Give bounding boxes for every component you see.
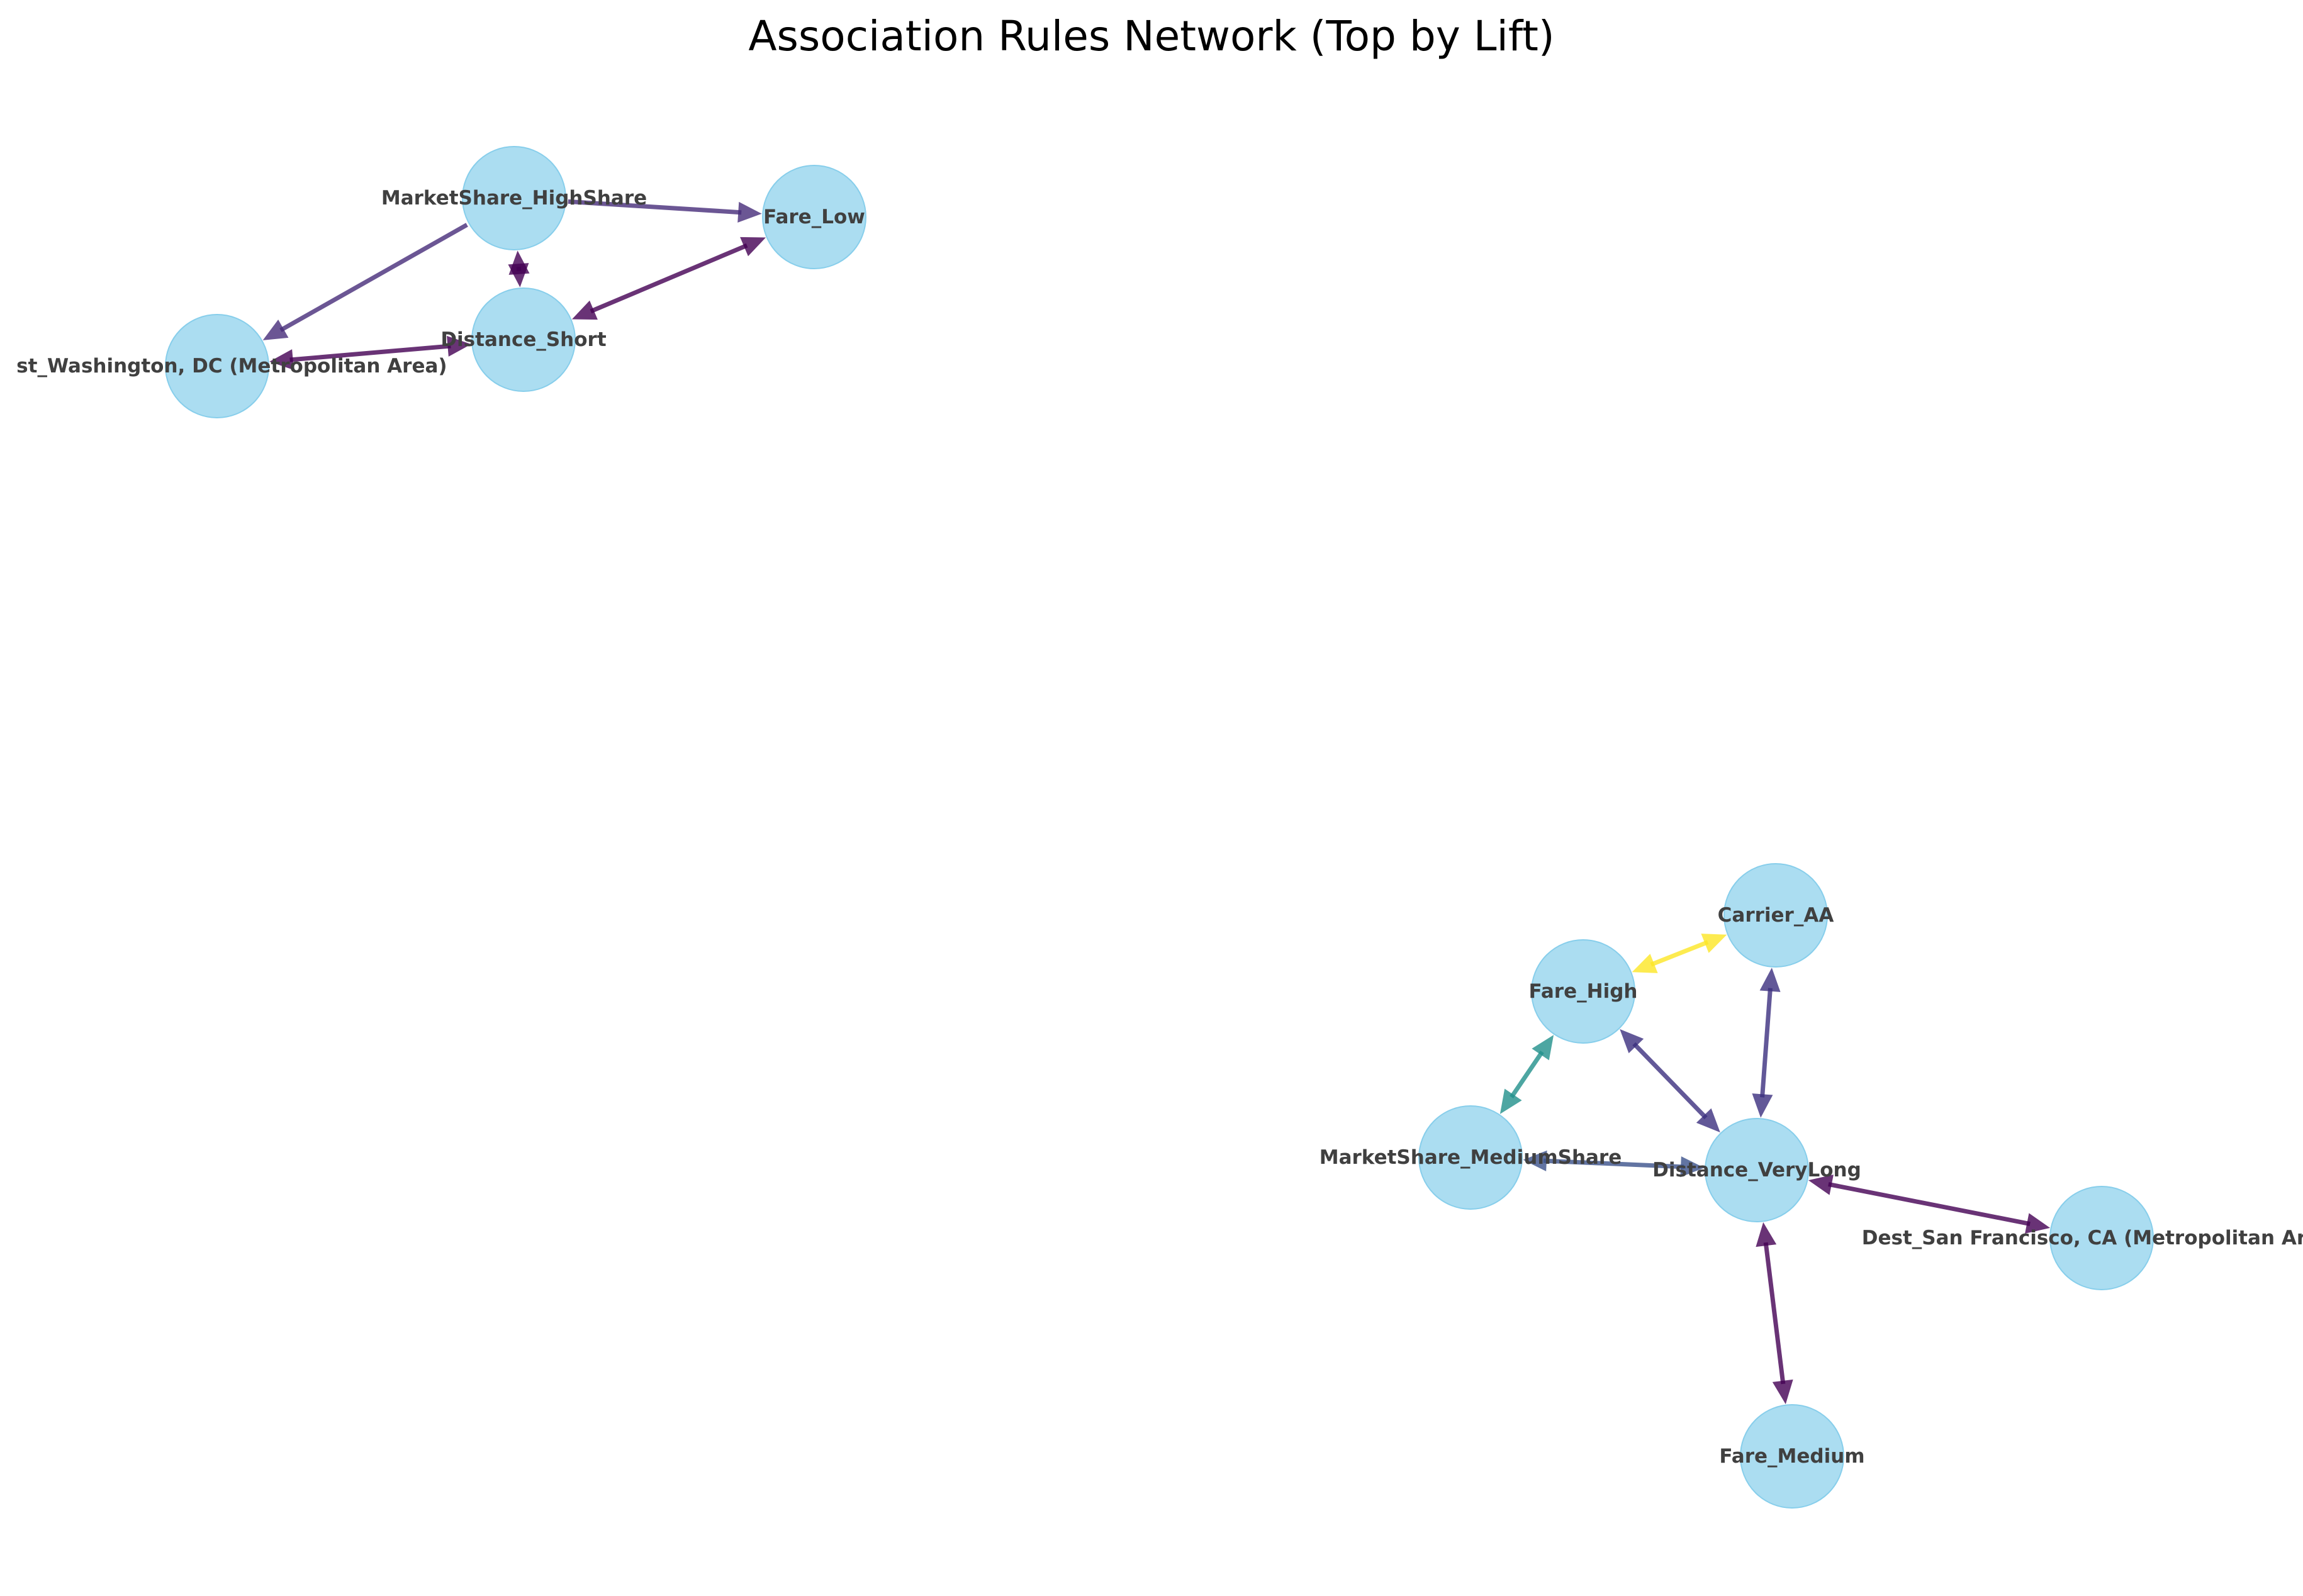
edge-distance-verylong-to-dest-sanfrancisco bbox=[1808, 1175, 2051, 1234]
edge-arrowhead-source bbox=[571, 300, 598, 320]
edge-line bbox=[1632, 1042, 1708, 1120]
node-marketshare-mediumshare bbox=[1418, 1105, 1523, 1210]
edge-arrowhead-target bbox=[740, 237, 766, 257]
edge-marketshare-highshare-to-fare-low bbox=[568, 199, 762, 223]
edge-line bbox=[1763, 1242, 1786, 1385]
edge-arrowhead-target bbox=[1752, 1093, 1773, 1118]
node-label-distance-verylong: Distance_VeryLong bbox=[1652, 1159, 1861, 1181]
edge-arrowhead-source bbox=[1759, 968, 1781, 992]
node-label-carrier-aa: Carrier_AA bbox=[1718, 904, 1834, 927]
edge-distance-short-to-fare-low bbox=[571, 237, 766, 320]
edge-line bbox=[1760, 988, 1773, 1098]
edge-fare-high-to-distance-verylong bbox=[1620, 1029, 1720, 1133]
edge-line bbox=[1650, 940, 1709, 967]
edge-line bbox=[1543, 1158, 1684, 1169]
edge-arrowhead-target bbox=[269, 349, 294, 371]
edge-line bbox=[1828, 1181, 2031, 1227]
node-fare-low bbox=[762, 165, 866, 269]
node-dest-washington bbox=[165, 314, 269, 418]
edge-line bbox=[1510, 1051, 1544, 1098]
edge-arrowhead-source bbox=[1620, 1029, 1644, 1054]
node-label-marketshare-mediumshare: MarketShare_MediumShare bbox=[1320, 1146, 1622, 1169]
edge-arrowhead-target bbox=[1680, 1156, 1705, 1178]
edge-line bbox=[590, 243, 748, 314]
edge-arrowhead-target bbox=[262, 320, 289, 340]
edge-line bbox=[568, 199, 742, 215]
node-label-fare-medium: Fare_Medium bbox=[1719, 1445, 1864, 1468]
node-distance-verylong bbox=[1705, 1118, 1809, 1222]
node-label-distance-short: Distance_Short bbox=[440, 328, 606, 351]
edge-marketshare-highshare-to-dest-washington bbox=[262, 223, 468, 340]
edge-marketshare-highshare-to-distance-short bbox=[508, 250, 530, 287]
edges-layer bbox=[262, 199, 2051, 1405]
edge-arrowhead-target bbox=[1701, 934, 1727, 953]
edge-arrowhead-source bbox=[447, 335, 471, 357]
edge-arrowhead-target bbox=[737, 201, 762, 223]
node-fare-high bbox=[1531, 939, 1635, 1044]
labels-layer: MarketShare_HighShare Fare_Low Distance_Sh… bbox=[0, 187, 2303, 1468]
node-distance-short bbox=[471, 287, 576, 392]
node-dest-sanfrancisco bbox=[2049, 1186, 2154, 1290]
edge-distance-short-to-dest-washington bbox=[269, 335, 471, 371]
edge-arrowhead-source bbox=[1756, 1222, 1777, 1247]
edge-carrier-aa-to-distance-verylong bbox=[1752, 968, 1781, 1118]
edge-marketshare-mediumshare-to-distance-verylong bbox=[1523, 1150, 1705, 1178]
edge-arrowhead-source bbox=[1532, 1035, 1554, 1061]
edge-arrowhead-target bbox=[2025, 1213, 2051, 1234]
edge-fare-high-to-marketshare-mediumshare bbox=[1499, 1035, 1554, 1114]
node-label-dest-sanfrancisco: Dest_San Francisco, CA (Metropolitan Are… bbox=[1862, 1227, 2303, 1249]
node-label-dest-washington: Dest_Washington, DC (Metropolitan Area) bbox=[0, 355, 447, 377]
edge-arrowhead-target bbox=[1499, 1088, 1522, 1114]
node-marketshare-highshare bbox=[462, 146, 566, 250]
page-title: Association Rules Network (Top by Lift) bbox=[748, 12, 1555, 60]
edge-fare-high-to-carrier-aa bbox=[1632, 934, 1727, 973]
node-fare-medium bbox=[1740, 1404, 1844, 1509]
edge-line bbox=[279, 223, 468, 332]
edge-arrowhead-target bbox=[1772, 1379, 1793, 1405]
node-label-fare-high: Fare_High bbox=[1529, 980, 1638, 1003]
nodes-layer bbox=[165, 146, 2154, 1509]
node-carrier-aa bbox=[1723, 863, 1828, 968]
edge-distance-verylong-to-fare-medium bbox=[1756, 1222, 1793, 1405]
edge-arrowhead-source bbox=[1523, 1150, 1547, 1171]
edge-line bbox=[289, 343, 451, 362]
edge-arrowhead-target bbox=[1696, 1108, 1720, 1133]
edge-arrowhead-source bbox=[508, 250, 530, 275]
node-label-fare-low: Fare_Low bbox=[763, 206, 865, 228]
edge-arrowhead-source bbox=[1808, 1175, 1834, 1195]
node-label-marketshare-highshare: MarketShare_HighShare bbox=[381, 187, 647, 209]
edge-arrowhead-source bbox=[1632, 954, 1658, 973]
